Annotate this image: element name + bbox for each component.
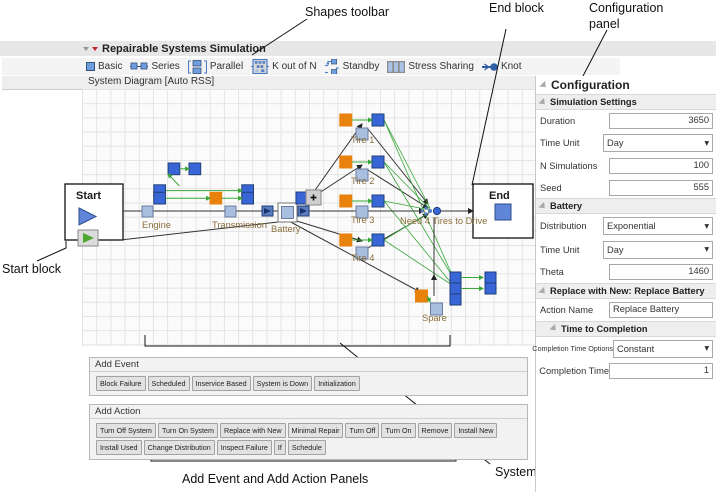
svg-text:Add Event and Add Action Panel: Add Event and Add Action Panels xyxy=(182,472,368,486)
svg-text:Shapes toolbar: Shapes toolbar xyxy=(305,5,389,19)
svg-text:End block: End block xyxy=(489,1,545,15)
svg-text:Configuration: Configuration xyxy=(589,1,663,15)
svg-text:Start block: Start block xyxy=(2,262,62,276)
svg-text:panel: panel xyxy=(589,17,620,31)
